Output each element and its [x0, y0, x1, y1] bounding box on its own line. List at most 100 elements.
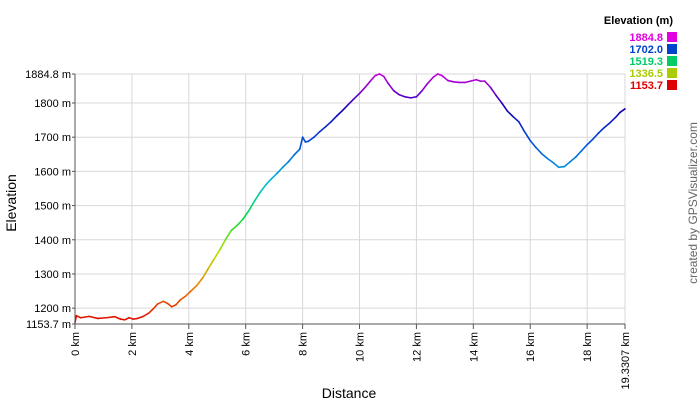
elevation-segment: [224, 229, 233, 240]
elevation-segment: [313, 130, 321, 138]
y-tick-label: 1800 m: [34, 98, 71, 110]
elevation-segment: [500, 102, 509, 113]
elevation-segment: [276, 166, 284, 175]
elevation-segment: [378, 73, 385, 78]
elevation-segment: [142, 312, 150, 318]
elevation-segment: [358, 86, 367, 95]
elevation-segment: [298, 136, 304, 150]
elevation-segment: [409, 96, 418, 99]
legend-entry-label: 1884.8: [629, 32, 663, 44]
elevation-segment: [247, 200, 256, 212]
elevation-segment: [463, 80, 472, 84]
legend-swatch: [667, 44, 677, 54]
elevation-segment: [546, 157, 554, 164]
x-tick-label: 10 km: [355, 332, 367, 362]
elevation-segment: [347, 98, 355, 106]
x-tick-label: 12 km: [411, 332, 423, 362]
elevation-segment: [136, 315, 145, 320]
elevation-segment: [324, 121, 332, 128]
elevation-segment: [318, 126, 327, 133]
elevation-segment: [506, 110, 514, 118]
elevation-segment: [96, 316, 108, 320]
x-tick-label: 14 km: [468, 332, 480, 362]
legend-swatch: [667, 68, 677, 78]
elevation-segment: [185, 289, 193, 297]
elevation-segment: [264, 178, 273, 186]
elevation-segment: [335, 109, 344, 117]
grid-layer: [74, 73, 626, 325]
elevation-segment: [592, 132, 600, 141]
elevation-segment: [114, 315, 122, 320]
elevation-segment: [563, 161, 571, 168]
elevation-segment: [574, 150, 583, 158]
elevation-segment: [196, 276, 204, 286]
x-tick-label: 18 km: [582, 332, 594, 362]
elevation-segment: [495, 94, 503, 104]
elevation-segment: [586, 138, 594, 146]
elevation-segment: [441, 74, 449, 82]
elevation-segment: [213, 248, 221, 260]
elevation-segment: [529, 139, 537, 149]
y-tick-label: 1200 m: [34, 303, 71, 315]
elevation-segment: [79, 315, 91, 319]
elevation-segment: [293, 148, 301, 156]
elevation-segment: [190, 284, 199, 292]
legend-title: Elevation (m): [604, 15, 673, 27]
elevation-segment: [619, 108, 626, 114]
elevation-segment: [614, 111, 621, 119]
elevation-segment: [301, 136, 307, 143]
elevation-segment: [597, 126, 606, 134]
x-tick-label: 0 km: [70, 332, 82, 356]
elevation-segment: [415, 89, 423, 98]
elevation-segment: [179, 295, 187, 301]
legend-swatch: [667, 32, 677, 42]
y-tick-label: 1700 m: [34, 132, 71, 144]
legend-entry-label: 1336.5: [629, 68, 663, 80]
elevation-segment: [489, 86, 497, 97]
y-tick-label: 1600 m: [34, 166, 71, 178]
elevation-segment: [236, 218, 244, 227]
elevation-segment: [207, 257, 216, 269]
elevation-segment: [105, 315, 116, 319]
elevation-segment: [609, 116, 617, 124]
legend-entry-label: 1153.7: [630, 80, 663, 92]
credit-text: created by GPSVisualizer.com: [686, 122, 700, 284]
elevation-segment: [156, 300, 165, 305]
elevation-segment: [557, 165, 566, 169]
elevation-segment: [253, 191, 261, 203]
x-tick-labels: 0 km 2 km 4 km 6 km 8 km 10 km 12 km 14 km 16 km…: [70, 332, 632, 389]
elevation-segment: [552, 161, 560, 169]
x-tick-label: 2 km: [127, 332, 139, 356]
elevation-segment: [446, 79, 455, 83]
legend-entry-label: 1702.0: [629, 44, 663, 56]
legend: Elevation (m) 1884.81702.01519.31336.511…: [604, 15, 677, 92]
y-axis-title: Elevation: [3, 174, 19, 232]
elevation-segment: [469, 78, 477, 82]
x-tick-label: 4 km: [184, 332, 196, 356]
elevation-segment: [364, 79, 372, 89]
elevation-segment: [392, 89, 401, 96]
y-tick-label: 1884.8 m: [25, 69, 71, 81]
elevation-segment: [603, 122, 611, 129]
elevation-segment: [166, 302, 173, 308]
elevation-segment: [421, 82, 429, 92]
elevation-segment: [219, 238, 227, 251]
elevation-segment: [432, 73, 439, 78]
elevation-segment: [202, 267, 210, 279]
elevation-segment: [387, 82, 395, 92]
elevation-segment: [518, 121, 526, 133]
y-tick-label: 1400 m: [34, 235, 71, 247]
elevation-segment: [523, 130, 532, 142]
elevation-segment: [353, 92, 361, 100]
axis-layer: [72, 73, 626, 329]
elevation-segment: [88, 315, 99, 320]
x-tick-label: 16 km: [525, 332, 537, 362]
elevation-segment: [382, 75, 389, 84]
elevation-segment: [580, 143, 588, 152]
elevation-segment: [230, 224, 238, 232]
elevation-segment: [148, 308, 155, 314]
y-tick-label: 1500 m: [34, 201, 71, 213]
elevation-segment: [287, 154, 295, 163]
